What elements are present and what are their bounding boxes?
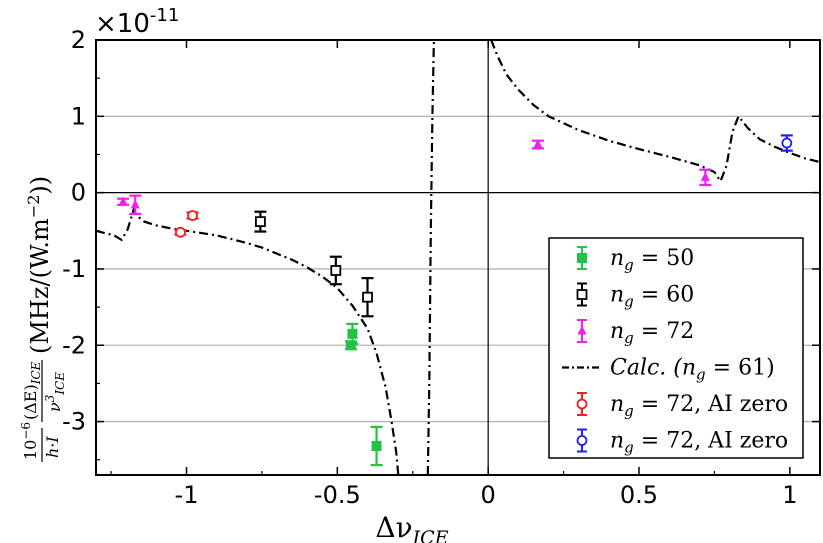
data-point: [117, 196, 130, 206]
marker-triangle: [577, 325, 587, 335]
marker-square: [577, 253, 587, 263]
y-tick-label: -1: [62, 255, 86, 283]
data-point: [531, 139, 544, 150]
marker-triangle: [700, 171, 710, 181]
y-tick-label: 2: [71, 26, 86, 54]
y-tick-label: 1: [71, 102, 86, 130]
marker-square: [345, 340, 356, 351]
marker-circle-open: [175, 226, 186, 238]
legend-label: ng = 50: [610, 246, 694, 274]
legend-item: ng = 72, AI zero: [576, 428, 788, 457]
legend-label: ng = 60: [610, 283, 694, 311]
y-tick-label: -2: [62, 331, 86, 359]
y-scale-label: ×10-11: [95, 5, 179, 39]
marker-square: [371, 441, 382, 451]
legend-box: [548, 237, 804, 459]
marker-triangle: [130, 199, 140, 209]
legend-label: ng = 72, AI zero: [610, 392, 788, 420]
legend-label: ng = 72: [610, 319, 694, 347]
data-point: [254, 210, 267, 233]
data-points: [117, 134, 793, 467]
x-tick-label: 1: [782, 481, 797, 509]
x-axis-label: ΔνICE: [375, 511, 448, 543]
legend-item: ng = 50: [577, 246, 694, 274]
marker-triangle: [533, 139, 543, 149]
data-point: [174, 226, 187, 238]
legend-item: ng = 72: [577, 319, 694, 347]
x-tick-label: 0.5: [620, 481, 658, 509]
marker-square-open: [576, 289, 588, 300]
svg-text:10−6: 10−6: [19, 422, 40, 460]
marker-square-open: [330, 265, 342, 276]
legend-item: ng = 72, AI zero: [576, 392, 788, 420]
legend: ng = 50 ng = 60 ng = 72 Calc. (ng = 61) ng =…: [548, 237, 804, 459]
marker-circle-open: [187, 210, 198, 221]
tick-labels: -1 -0.5 0 0.5 1 2 1 0 -1 -2 -3: [62, 26, 797, 509]
y-tick-label: -3: [62, 408, 86, 436]
axis-ticks: [96, 39, 820, 475]
calc-curve-segment: [426, 39, 435, 476]
reference-lines: [96, 40, 820, 475]
x-tick-label: 0: [481, 481, 496, 509]
marker-circle-open: [576, 398, 588, 410]
x-tick-label: -1: [175, 481, 199, 509]
legend-item: Calc. (ng = 61): [562, 356, 775, 384]
data-point: [329, 255, 342, 286]
calc-curve-segment: [490, 39, 821, 184]
data-point: [361, 277, 374, 318]
x-tick-label: -0.5: [314, 481, 361, 509]
y-axis-label: 10−6 h·I (ΔE)ICE ν3ICE (MHz/(W.m−2)): [19, 176, 67, 462]
data-point: [186, 210, 199, 221]
marker-square-open: [362, 291, 373, 303]
marker-square-open: [255, 216, 266, 228]
svg-text:ν3ICE: ν3ICE: [43, 372, 67, 412]
legend-label: ng = 72, AI zero: [610, 429, 788, 457]
legend-item: ng = 60: [576, 282, 694, 311]
svg-text:h·I: h·I: [43, 436, 62, 458]
plot-frame: [95, 39, 821, 476]
data-point: [780, 134, 793, 152]
marker-circle-open: [781, 137, 793, 149]
y-tick-label: 0: [71, 179, 86, 207]
marker-circle-open: [576, 435, 588, 446]
data-point: [370, 425, 383, 467]
data-point: [129, 194, 142, 216]
marker-square: [347, 328, 358, 339]
data-point: [699, 168, 712, 187]
legend-label: Calc. (ng = 61): [610, 356, 775, 384]
marker-triangle: [118, 196, 128, 206]
data-point: [344, 340, 357, 351]
svg-text:(MHz/(W.m−2)): (MHz/(W.m−2)): [24, 176, 54, 354]
svg-text:(ΔE)ICE: (ΔE)ICE: [21, 361, 43, 420]
